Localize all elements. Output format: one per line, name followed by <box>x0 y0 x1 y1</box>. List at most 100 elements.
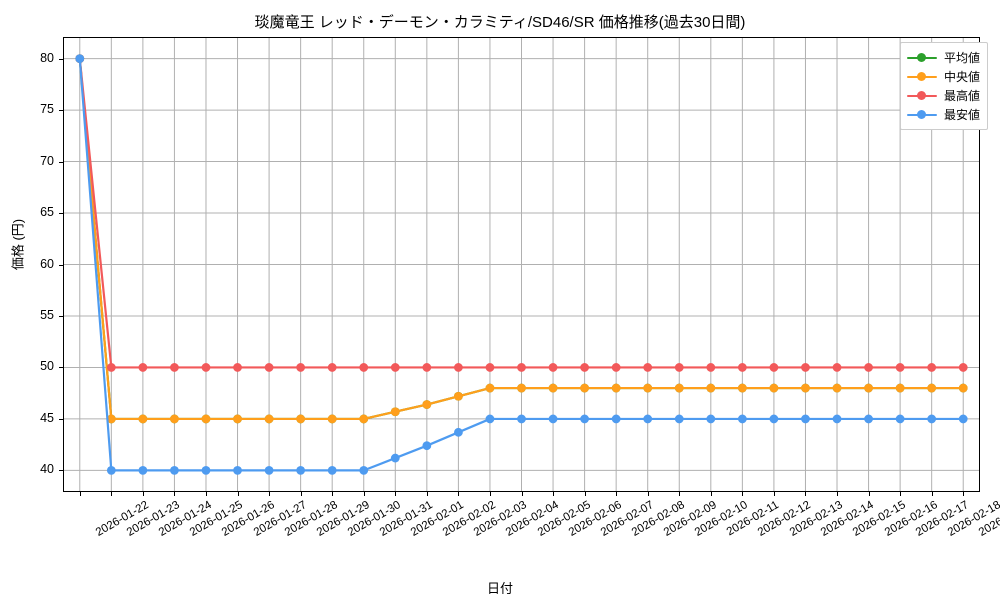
data-point-marker <box>170 466 179 475</box>
data-point-marker <box>485 414 495 424</box>
x-axis-tick-mark <box>205 492 207 496</box>
data-point-marker <box>927 363 937 372</box>
data-point-marker <box>643 383 653 393</box>
page-title: 琰魔竜王 レッド・デーモン・カラミティ/SD46/SR 価格推移(過去30日間) <box>254 14 746 31</box>
legend-item[interactable]: 平均値 <box>906 48 980 67</box>
plot-area <box>63 37 980 492</box>
x-axis-title: 日付 <box>486 581 513 596</box>
x-axis-tick-mark <box>426 492 428 496</box>
y-axis-tick-label: 60 <box>40 256 54 271</box>
x-axis-tick-mark <box>458 492 460 496</box>
data-point-marker <box>233 414 242 424</box>
y-axis-tick-mark <box>59 58 63 60</box>
y-axis-tick-mark <box>59 161 63 163</box>
x-axis-tick-mark <box>584 492 586 496</box>
x-axis-tick-mark <box>553 492 555 496</box>
legend-item[interactable]: 中央値 <box>906 67 980 86</box>
legend-item[interactable]: 最安値 <box>906 105 980 124</box>
data-point-marker <box>895 414 905 424</box>
legend-item-label: 最高値 <box>943 89 980 103</box>
data-point-marker <box>170 414 179 424</box>
y-axis-tick-label: 55 <box>40 307 54 322</box>
data-point-marker <box>170 363 179 372</box>
data-point-marker <box>958 363 968 372</box>
data-point-marker <box>895 383 905 393</box>
y-axis-tick-label: 45 <box>40 410 54 425</box>
data-point-marker <box>580 414 589 424</box>
data-point-marker <box>737 383 747 393</box>
data-point-marker <box>106 363 116 372</box>
data-point-marker <box>801 363 810 372</box>
data-point-marker <box>75 54 85 63</box>
x-axis-tick-mark <box>710 492 712 496</box>
data-point-marker <box>390 453 400 463</box>
data-point-marker <box>927 414 937 424</box>
data-point-marker <box>296 363 306 372</box>
data-point-marker <box>580 383 589 393</box>
data-point-marker <box>106 414 116 424</box>
y-axis-tick-label: 70 <box>40 153 54 168</box>
data-point-marker <box>737 363 747 372</box>
x-axis-tick-mark <box>142 492 144 496</box>
x-axis-tick-mark <box>773 492 775 496</box>
data-point-marker <box>864 363 873 372</box>
data-point-marker <box>517 383 526 393</box>
data-point-marker <box>359 363 369 372</box>
data-point-marker <box>296 414 306 424</box>
data-point-marker <box>264 414 274 424</box>
data-point-marker <box>958 383 968 393</box>
legend-swatch-icon <box>906 71 937 83</box>
x-axis-tick-mark <box>489 492 491 496</box>
data-point-marker <box>643 414 653 424</box>
data-point-marker <box>201 414 211 424</box>
data-point-marker <box>422 441 432 451</box>
data-point-marker <box>390 363 400 372</box>
x-axis-tick-mark <box>647 492 649 496</box>
data-point-marker <box>296 466 306 475</box>
legend-swatch-icon <box>906 52 937 64</box>
legend-dot-icon <box>917 91 927 100</box>
data-point-marker <box>327 363 337 372</box>
data-point-marker <box>422 400 432 409</box>
data-point-marker <box>895 363 905 372</box>
y-axis-tick-mark <box>59 315 63 317</box>
data-point-marker <box>674 383 684 393</box>
data-point-marker <box>327 466 337 475</box>
legend-item[interactable]: 最高値 <box>906 86 980 105</box>
x-axis-tick-mark <box>837 492 839 496</box>
data-point-marker <box>517 363 526 372</box>
data-point-marker <box>927 383 937 393</box>
x-axis-tick-mark <box>616 492 618 496</box>
data-point-marker <box>138 466 148 475</box>
data-point-marker <box>454 427 463 437</box>
y-axis-tick-label: 80 <box>40 50 54 65</box>
series-line <box>78 57 965 472</box>
x-axis-tick-mark <box>174 492 176 496</box>
y-axis-tick-mark <box>59 264 63 266</box>
y-axis-tick-label: 40 <box>40 462 54 477</box>
data-point-marker <box>390 407 400 417</box>
data-point-marker <box>485 383 495 393</box>
data-point-marker <box>264 363 274 372</box>
data-point-marker <box>801 414 810 424</box>
data-point-marker <box>327 414 337 424</box>
data-point-marker <box>958 414 968 424</box>
data-point-marker <box>454 391 463 401</box>
x-axis-tick-mark <box>868 492 870 496</box>
series-lines <box>75 54 968 475</box>
legend-swatch-icon <box>906 90 937 102</box>
legend-dot-icon <box>917 53 927 62</box>
data-point-marker <box>706 414 716 424</box>
y-axis-tick-mark <box>59 110 63 112</box>
data-point-marker <box>737 414 747 424</box>
data-point-marker <box>706 363 716 372</box>
data-point-marker <box>769 414 779 424</box>
data-point-marker <box>801 383 810 393</box>
data-point-marker <box>548 363 558 372</box>
legend-item-label: 平均値 <box>943 51 980 65</box>
data-point-marker <box>769 383 779 393</box>
x-axis-tick-mark <box>679 492 681 496</box>
data-point-marker <box>201 466 211 475</box>
data-point-marker <box>864 414 873 424</box>
